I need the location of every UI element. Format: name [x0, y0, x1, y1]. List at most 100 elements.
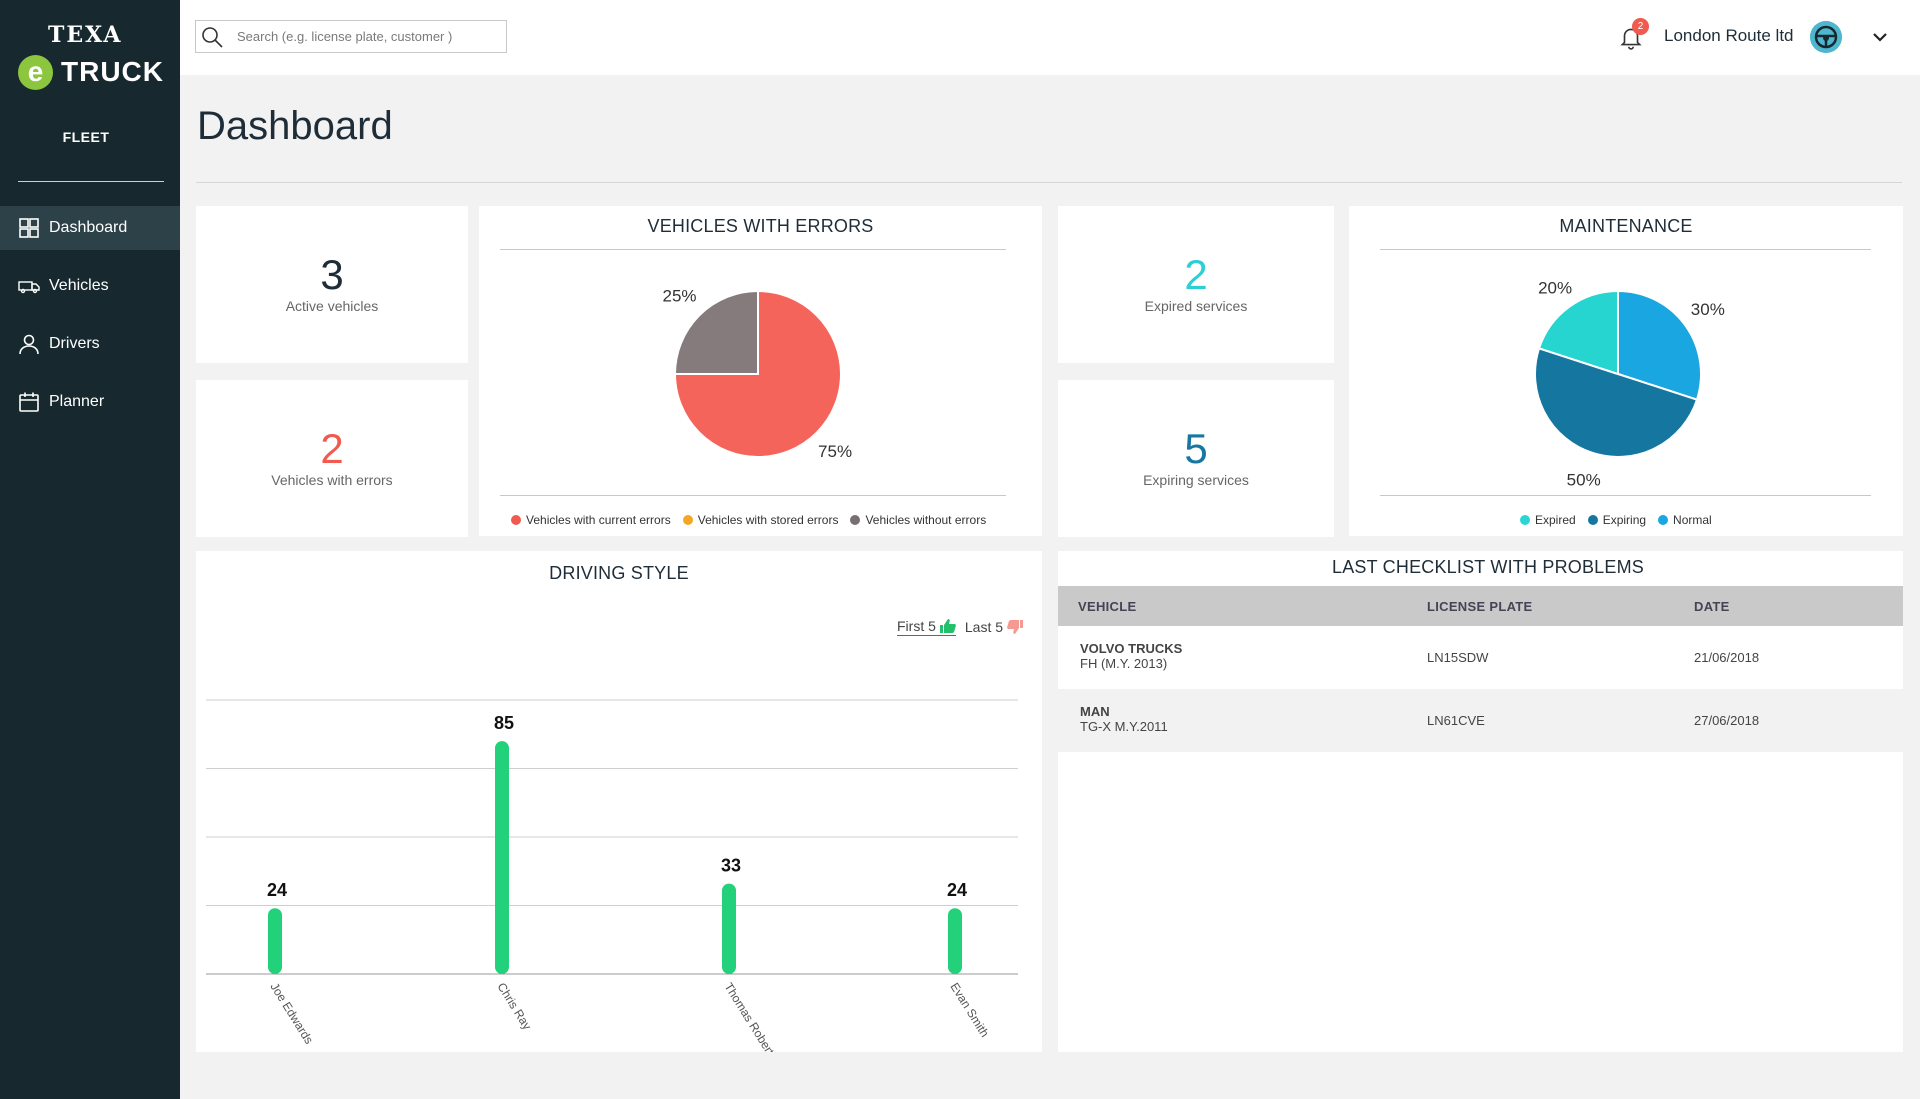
nav-item-planner[interactable]: Planner — [0, 380, 180, 424]
page-title: Dashboard — [197, 104, 393, 148]
title-divider — [196, 182, 1902, 183]
vehicle-model: TG-X M.Y.2011 — [1080, 719, 1168, 734]
vehicles-with-errors-count: 2 — [320, 425, 344, 472]
vehicle-make: VOLVO TRUCKS — [1080, 641, 1183, 656]
notification-badge: 2 — [1632, 18, 1649, 35]
errors-pie-chart: 75% 25% — [662, 287, 852, 462]
legend-item-current[interactable]: Vehicles with current errors — [511, 513, 671, 527]
license-plate-cell: LN15SDW — [1427, 650, 1489, 665]
first-last-toggle: First 5 Last 5 — [897, 618, 1024, 636]
legend-dot — [682, 515, 693, 525]
search-icon — [202, 26, 223, 48]
last-5-label: Last 5 — [964, 619, 1004, 635]
thumbs-up-icon — [939, 619, 956, 633]
column-header-license-plate[interactable]: LICENSE PLATE — [1427, 599, 1533, 614]
nav-item-label: Planner — [49, 393, 105, 410]
legend-item-expired[interactable]: Expired — [1520, 513, 1576, 527]
pie-value-label: 30% — [1691, 300, 1725, 319]
texa-etruck-logo[interactable]: TEXA e TRUCK — [18, 22, 163, 92]
maintenance-pie-chart: 30% 50% 20% — [1534, 278, 1725, 490]
column-header-date[interactable]: DATE — [1694, 599, 1730, 614]
company-name[interactable]: London Route ltd — [1664, 26, 1794, 45]
nav-item-label: Vehicles — [49, 277, 109, 294]
date-cell: 27/06/2018 — [1694, 713, 1760, 728]
legend-item-stored[interactable]: Vehicles with stored errors — [682, 513, 838, 527]
legend-dot — [1520, 515, 1530, 525]
first-5-label: First 5 — [897, 618, 936, 634]
license-plate-cell: LN61CVE — [1427, 713, 1485, 728]
pie-slice-vehicles-without-errors[interactable] — [673, 289, 759, 375]
nav-item-vehicles[interactable]: Vehicles — [0, 264, 180, 308]
checklist-table-header: VEHICLE LICENSE PLATE DATE — [1058, 586, 1903, 626]
user-icon — [19, 334, 39, 355]
sidebar-divider — [18, 181, 164, 182]
bar-thomas-roberts[interactable] — [722, 883, 736, 974]
grid-icon — [19, 218, 39, 238]
top-bar: 2 London Route ltd — [180, 0, 1920, 75]
search-input[interactable] — [237, 29, 497, 44]
x-tick-label: Thomas Roberts — [721, 980, 780, 1052]
table-row[interactable]: MAN TG-X M.Y.2011 LN61CVE 27/06/2018 — [1058, 689, 1903, 752]
driving-style-card: DRIVING STYLE First 5 Last 5 24 Joe Edwar… — [196, 551, 1042, 1052]
errors-legend: Vehicles with current errors Vehicles wi… — [511, 513, 998, 527]
legend-label: Expired — [1535, 513, 1576, 527]
legend-item-expiring[interactable]: Expiring — [1587, 513, 1647, 527]
x-tick-label: Evan Smith — [947, 980, 991, 1039]
column-header-vehicle[interactable]: VEHICLE — [1078, 599, 1137, 614]
pie-slice-normal[interactable] — [1617, 289, 1702, 401]
legend-item-normal[interactable]: Normal — [1658, 513, 1712, 527]
vehicle-cell: MAN TG-X M.Y.2011 — [1080, 704, 1168, 734]
checklist-title: LAST CHECKLIST WITH PROBLEMS — [1331, 557, 1644, 577]
logo-e-mark: e — [18, 55, 53, 90]
bar-value-label: 33 — [721, 856, 741, 876]
first-5-toggle[interactable]: First 5 — [897, 618, 956, 636]
pie-value-label: 20% — [1538, 278, 1572, 297]
legend-label: Vehicles with current errors — [526, 513, 671, 527]
steering-wheel-avatar-icon[interactable] — [1810, 21, 1842, 53]
expiring-services-label: Expiring services — [1143, 472, 1249, 488]
expiring-services-card[interactable]: 5 Expiring services — [1058, 380, 1334, 537]
expired-services-count: 2 — [1184, 251, 1208, 298]
maintenance-legend: Expired Expiring Normal — [1520, 513, 1724, 527]
expiring-services-count: 5 — [1184, 425, 1208, 472]
last-5-toggle[interactable]: Last 5 — [964, 619, 1024, 635]
pie-slice-expiring[interactable] — [1534, 347, 1699, 458]
chart-title-rule — [500, 249, 1006, 250]
chart-legend-rule — [500, 495, 1006, 496]
search-box[interactable] — [195, 20, 507, 53]
maintenance-chart-card: MAINTENANCE 30% 50% 20% Expired Expiring N… — [1349, 206, 1903, 536]
nav-item-label: Drivers — [49, 335, 100, 352]
active-vehicles-label: Active vehicles — [285, 298, 379, 314]
truck-icon — [18, 281, 40, 294]
legend-label: Normal — [1673, 513, 1712, 527]
chart-title-rule — [1380, 249, 1871, 250]
bar-value-label: 24 — [947, 880, 967, 900]
vehicles-with-errors-card[interactable]: 2 Vehicles with errors — [196, 380, 468, 537]
calendar-icon — [19, 392, 39, 412]
nav-item-dashboard[interactable]: Dashboard — [0, 206, 180, 250]
bar-joe-edwards[interactable] — [268, 908, 282, 974]
sidebar: TEXA e TRUCK FLEET Dashboard Vehicles Dr… — [0, 0, 180, 1099]
table-row[interactable]: VOLVO TRUCKS FH (M.Y. 2013) LN15SDW 21/06… — [1058, 626, 1903, 689]
nav-item-label: Dashboard — [49, 219, 128, 236]
date-cell: 21/06/2018 — [1694, 650, 1760, 665]
pie-slice-expired[interactable] — [1537, 289, 1619, 376]
last-checklist-card: LAST CHECKLIST WITH PROBLEMS VEHICLE LIC… — [1058, 551, 1903, 1052]
legend-item-without[interactable]: Vehicles without errors — [850, 513, 986, 527]
nav-item-drivers[interactable]: Drivers — [0, 322, 180, 366]
chart-legend-rule — [1380, 495, 1871, 496]
expired-services-card[interactable]: 2 Expired services — [1058, 206, 1334, 363]
bar-evan-smith[interactable] — [948, 908, 962, 974]
pie-slice-vehicles-with-current-errors[interactable] — [673, 289, 842, 458]
chart-title: DRIVING STYLE — [549, 563, 689, 583]
vehicle-cell: VOLVO TRUCKS FH (M.Y. 2013) — [1080, 641, 1182, 671]
chevron-down-icon[interactable] — [1870, 27, 1890, 47]
legend-label: Vehicles without errors — [865, 513, 987, 527]
legend-label: Expiring — [1602, 513, 1647, 527]
legend-dot — [1658, 515, 1669, 525]
active-vehicles-count: 3 — [320, 251, 344, 298]
bar-chris-ray[interactable] — [495, 741, 509, 974]
vehicle-make: MAN — [1080, 704, 1110, 719]
logo-truck-text: TRUCK — [61, 56, 164, 87]
active-vehicles-card[interactable]: 3 Active vehicles — [196, 206, 468, 363]
